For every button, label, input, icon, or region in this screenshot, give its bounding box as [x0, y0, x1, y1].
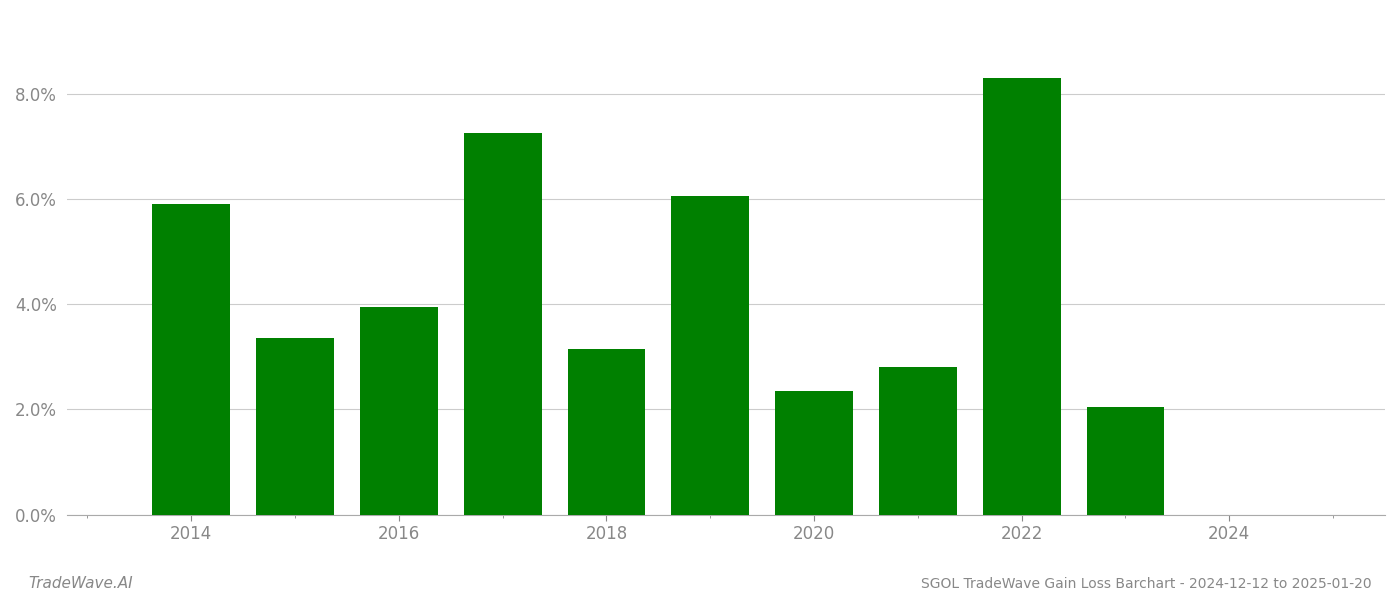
Bar [1086, 407, 1165, 515]
Text: TradeWave.AI: TradeWave.AI [28, 576, 133, 591]
Text: SGOL TradeWave Gain Loss Barchart - 2024-12-12 to 2025-01-20: SGOL TradeWave Gain Loss Barchart - 2024… [921, 577, 1372, 591]
Bar [567, 349, 645, 515]
Bar [879, 367, 956, 515]
Bar [983, 78, 1061, 515]
Bar [463, 133, 542, 515]
Bar [360, 307, 438, 515]
Bar [256, 338, 335, 515]
Bar [672, 196, 749, 515]
Bar [153, 205, 230, 515]
Bar [776, 391, 853, 515]
